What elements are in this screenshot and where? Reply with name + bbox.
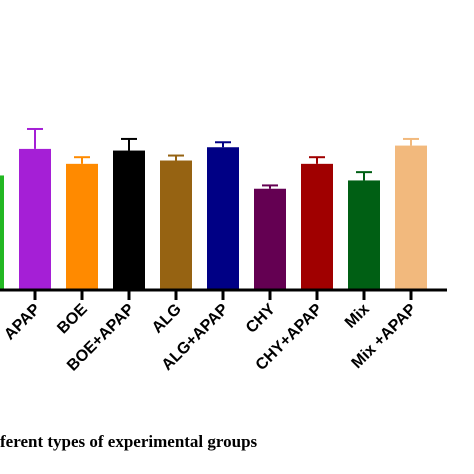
error-bars-group — [27, 127, 419, 189]
x-ticks-group — [33, 290, 413, 300]
bars-group — [0, 145, 427, 290]
bar-8 — [348, 180, 380, 290]
bar-7 — [301, 163, 333, 290]
bar-4 — [160, 160, 192, 290]
x-tick-label-1: APAP — [1, 301, 44, 344]
x-tick-label-6: CHY — [243, 301, 279, 337]
x-tick-label-8: Mix — [342, 301, 373, 332]
bar-3 — [113, 150, 145, 290]
x-tick-label-4: ALG — [149, 301, 185, 337]
x-tick-label-2: BOE — [54, 301, 91, 338]
bar-9 — [395, 145, 427, 290]
bar-1 — [19, 148, 51, 290]
bar-6 — [254, 188, 286, 290]
bar-5 — [207, 147, 239, 290]
x-axis-label: ferent types of experimental groups — [0, 432, 258, 451]
bar-0 — [0, 175, 4, 290]
bar-2 — [66, 163, 98, 290]
